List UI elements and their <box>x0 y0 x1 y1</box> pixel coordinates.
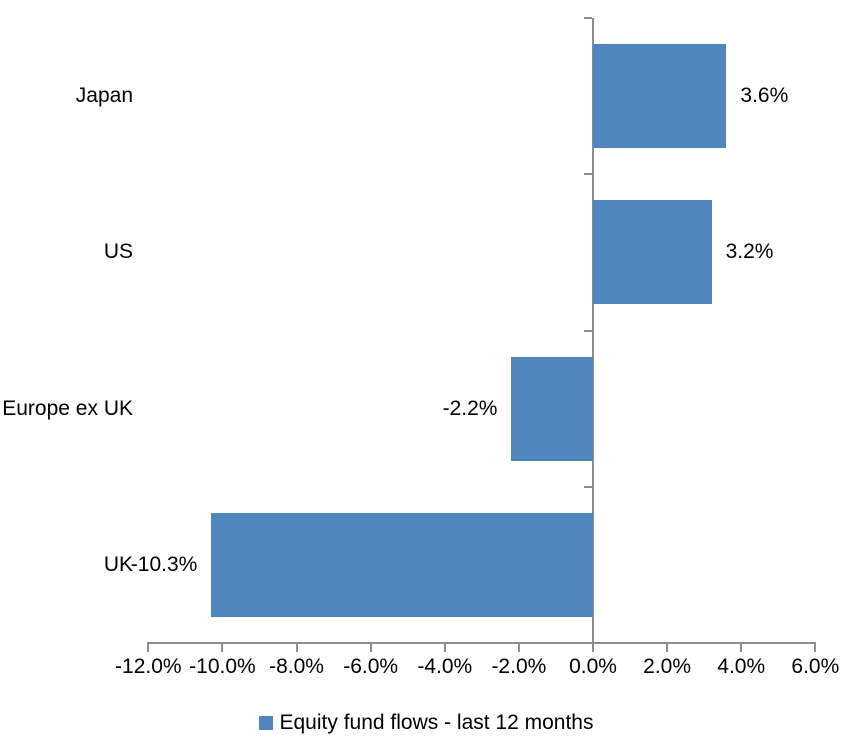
x-tick-mark <box>147 643 150 652</box>
value-label-europe-ex-uk: -2.2% <box>442 396 498 420</box>
category-label-japan: Japan <box>75 84 133 108</box>
bar-uk <box>211 512 593 617</box>
x-tick-mark <box>814 643 817 652</box>
category-label-europe-ex-uk: Europe ex UK <box>2 396 133 420</box>
x-tick-label: 2.0% <box>643 655 692 678</box>
legend-label: Equity fund flows - last 12 months <box>279 711 594 734</box>
x-axis-line <box>147 642 816 644</box>
x-tick-mark <box>517 643 520 652</box>
value-label-uk: -10.3% <box>130 552 198 576</box>
bar-europe-ex-uk <box>511 356 593 461</box>
category-tick-mark <box>584 173 592 176</box>
category-tick-mark <box>584 17 592 19</box>
category-tick-mark <box>584 485 592 488</box>
x-tick-mark <box>221 643 224 652</box>
x-tick-label: -4.0% <box>417 655 473 678</box>
x-tick-mark <box>443 643 446 652</box>
x-tick-label: -8.0% <box>269 655 324 678</box>
category-label-us: US <box>103 240 133 264</box>
x-tick-mark <box>740 643 743 652</box>
bar-us <box>593 200 712 305</box>
value-label-japan: 3.6% <box>740 84 789 108</box>
x-tick-label: 6.0% <box>791 655 840 678</box>
bar-japan <box>593 44 727 149</box>
category-tick-mark <box>584 329 592 332</box>
x-tick-label: -12.0% <box>115 655 182 678</box>
x-tick-mark <box>369 643 372 652</box>
category-label-uk: UK <box>103 552 133 576</box>
x-tick-label: -2.0% <box>491 655 547 678</box>
x-tick-mark <box>666 643 669 652</box>
y-axis-line <box>592 18 594 652</box>
x-tick-label: -6.0% <box>343 655 399 678</box>
x-tick-label: -10.0% <box>189 655 256 678</box>
x-tick-label: 0.0% <box>569 655 617 678</box>
x-tick-mark <box>295 643 298 652</box>
value-label-us: 3.2% <box>725 240 774 264</box>
legend-swatch <box>258 716 273 730</box>
legend: Equity fund flows - last 12 months <box>0 706 852 740</box>
x-tick-label: 4.0% <box>717 655 766 678</box>
